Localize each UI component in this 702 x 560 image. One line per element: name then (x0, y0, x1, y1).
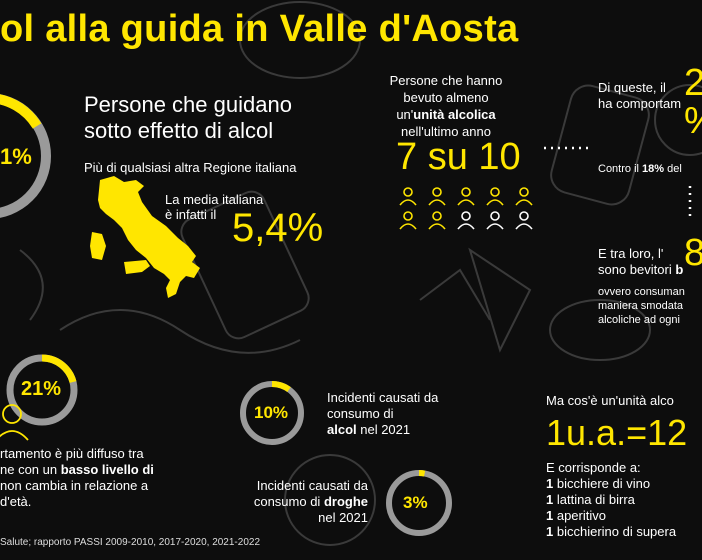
drivers-heading-2: sotto effetto di alcol (84, 118, 274, 143)
incidents-alcohol-suffix: nel 2021 (356, 422, 411, 437)
person-icon (515, 211, 533, 230)
right-big-number: 2 (684, 62, 702, 104)
unit-item-qty: 1 (546, 524, 554, 539)
bevitori-bold: b (675, 262, 684, 277)
education-line-2-prefix: ne con un (0, 462, 61, 477)
person-icon (486, 187, 504, 206)
incidents-alcohol-line-1: Incidenti causati da (327, 390, 439, 405)
right-line-2: ha comportam (598, 96, 682, 111)
unit-item-text: bicchiere di vino (553, 476, 651, 491)
unit-item-text: bicchierino di supera (553, 524, 677, 539)
italian-average-line-2: è infatti il (165, 207, 217, 222)
incidents-drugs-line-1: Incidenti causati da (256, 478, 368, 493)
italian-average-value: 5,4% (232, 206, 324, 250)
drinkers-ratio: 7 su 10 (396, 136, 521, 178)
education-ring-fill (41, 354, 77, 384)
drinkers-line-2: bevuto almeno (403, 90, 489, 105)
drinkers-line-3: un'unità alcolica (360, 106, 532, 123)
incidents-drugs-text: Incidenti causati da consumo di droghe n… (228, 478, 368, 526)
person-icon (399, 187, 417, 206)
education-line-2-bold: basso livello di (60, 462, 154, 477)
incidents-drugs-line-2: consumo di droghe (228, 494, 368, 510)
desc-line-1: ovvero consuman (598, 286, 685, 298)
education-line-3: non cambia in relazione a (0, 478, 149, 493)
unit-items-list: 1 bicchiere di vino 1 lattina di birra 1… (546, 476, 676, 540)
contro-line: Contro il 18% del (598, 163, 682, 175)
drinkers-unit-bold: unità alcolica (413, 107, 496, 122)
unit-item: 1 bicchiere di vino (546, 476, 676, 492)
desc-line-3: alcoliche ad ogni (598, 314, 680, 326)
tra-loro-big: 8 (684, 232, 702, 274)
drivers-ring-fill (0, 94, 42, 129)
unit-item: 1 bicchierino di supera (546, 524, 676, 540)
unit-item: 1 aperitivo (546, 508, 676, 524)
incidents-alcohol-ring-label: 10% (254, 403, 289, 422)
incidents-drugs-bold: droghe (323, 494, 368, 509)
tra-loro-line: E tra loro, l' (598, 246, 664, 261)
unit-item: 1 lattina di birra (546, 492, 676, 508)
incidents-drugs-prefix: consumo di (253, 494, 324, 509)
incidents-alcohol-line-2: consumo di (327, 406, 394, 421)
drinkers-line-4: nell'ultimo anno (401, 124, 491, 139)
incidents-alcohol-line-3: alcol nel 2021 (327, 422, 438, 438)
education-line-1: rtamento è più diffuso tra (0, 446, 144, 461)
italian-average-line-1: La media italiana (165, 192, 264, 207)
bevitori-line: sono bevitori b (598, 262, 683, 277)
unit-formula: 1u.a.=12 (546, 412, 688, 453)
drivers-ring-track (0, 94, 51, 218)
drivers-heading-1: Persone che guidano (84, 92, 292, 117)
drivers-ring-label: 1% (0, 144, 32, 169)
education-text: rtamento è più diffuso tra ne con un bas… (0, 446, 154, 510)
incidents-alcohol-ring-fill (271, 381, 291, 393)
right-line-1-text: Di queste, il (598, 80, 666, 95)
incidents-alcohol-text: Incidenti causati da consumo di alcol ne… (327, 390, 438, 438)
incidents-drugs-line-3: nel 2021 (318, 510, 368, 525)
unit-item-text: aperitivo (553, 508, 606, 523)
person-icon (457, 211, 475, 230)
page-title: ol alla guida in Valle d'Aosta (0, 8, 519, 50)
person-icon (399, 211, 417, 230)
unit-item-qty: 1 (546, 492, 554, 507)
contro-prefix: Contro il (598, 163, 643, 175)
education-line-4: d'età. (0, 494, 32, 509)
person-icon (457, 187, 475, 206)
right-line-1: Di queste, il (598, 80, 666, 95)
unit-corresponds: E corrisponde a: (546, 460, 641, 475)
drivers-subtitle: Più di qualsiasi altra Regione italiana (84, 160, 297, 175)
bevitori-prefix: sono bevitori (598, 262, 676, 277)
contro-value: 18% (642, 163, 665, 175)
source-note: Salute; rapporto PASSI 2009-2010, 2017-2… (0, 537, 261, 548)
person-icon (486, 211, 504, 230)
incidents-drugs-ring-fill (418, 470, 426, 477)
education-ring-label: 21% (21, 378, 62, 400)
desc-line-2: maniera smodata (598, 300, 683, 312)
unit-item-text: lattina di birra (553, 492, 635, 507)
person-icon (428, 187, 446, 206)
contro-suffix: del (664, 163, 682, 175)
drinkers-line-1: Persone che hanno (389, 73, 503, 88)
person-icon (428, 211, 446, 230)
education-line-2: ne con un basso livello di (0, 462, 154, 478)
right-big-percent: % (684, 100, 702, 143)
incidents-drugs-ring-label: 3% (403, 493, 428, 512)
incidents-alcohol-bold: alcol (327, 422, 357, 437)
unit-item-qty: 1 (546, 476, 554, 491)
unit-question: Ma cos'è un'unità alco (546, 393, 674, 408)
person-icon (515, 187, 533, 206)
drinkers-line-3-prefix: un' (396, 107, 414, 122)
drinkers-description: Persone che hanno bevuto almeno un'unità… (360, 72, 532, 140)
unit-item-qty: 1 (546, 508, 554, 523)
